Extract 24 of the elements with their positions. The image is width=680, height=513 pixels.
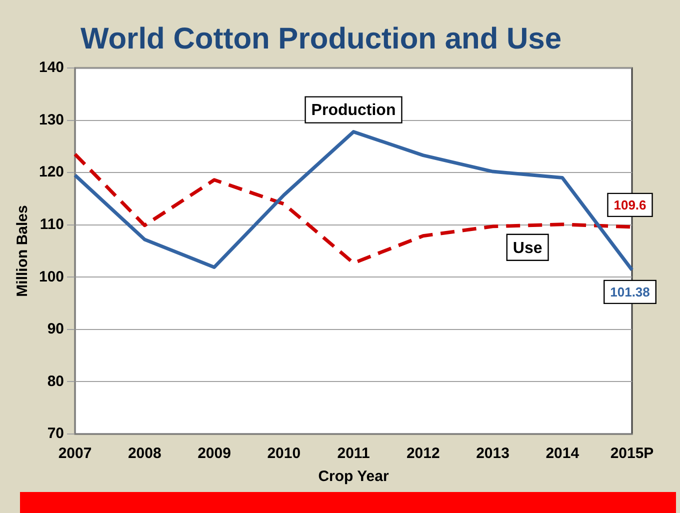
y-tick-label: 80	[47, 372, 64, 390]
x-tick-label: 2007	[58, 445, 92, 462]
x-tick-label: 2008	[128, 445, 162, 462]
y-tick-label: 70	[47, 425, 64, 442]
y-tick-label: 140	[38, 59, 64, 76]
y-tick-label: 100	[38, 268, 64, 286]
data-label: 101.38	[610, 284, 650, 300]
series-label: Use	[512, 240, 542, 257]
y-tick-label: 110	[40, 216, 64, 233]
y-tick-label: 120	[38, 164, 64, 181]
x-tick-label: 2015P	[610, 445, 654, 462]
y-tick-label: 130	[38, 111, 64, 128]
y-tick-label: 90	[47, 320, 64, 338]
x-tick-label: 2012	[406, 445, 440, 462]
data-label: 109.6	[614, 198, 646, 213]
series-label: Production	[311, 102, 396, 120]
x-tick-label: 2013	[476, 445, 510, 462]
x-axis-title: Crop Year	[318, 468, 389, 486]
x-tick-label: 2010	[267, 445, 301, 462]
x-tick-label: 2009	[198, 445, 231, 462]
chart-title: World Cotton Production and Use	[80, 22, 562, 56]
x-tick-label: 2011	[337, 445, 370, 462]
y-axis-title: Million Bales	[14, 205, 32, 297]
x-tick-label: 2014	[546, 445, 580, 462]
